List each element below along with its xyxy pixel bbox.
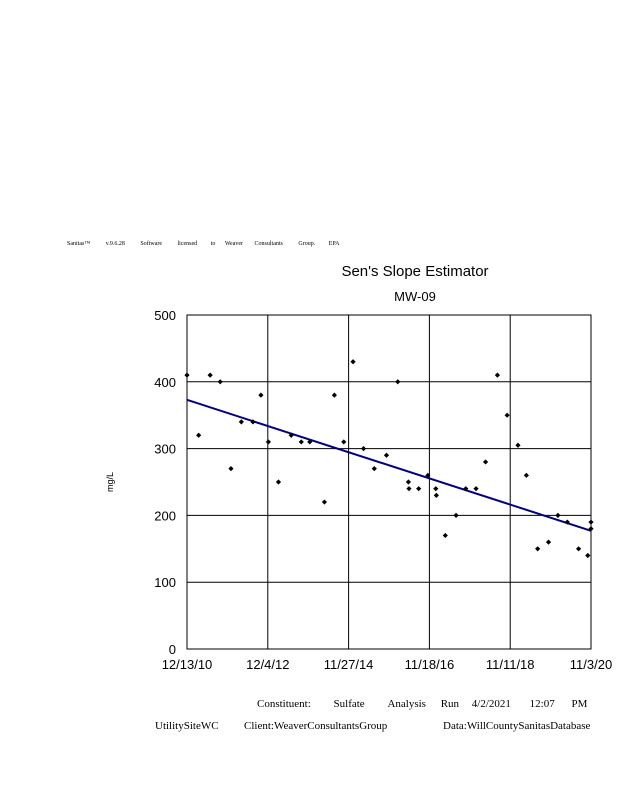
data-point [217,379,223,385]
footer-client: Client:WeaverConsultantsGroup [244,720,388,732]
y-tick-label: 500 [154,308,176,323]
footer-data-source: Data:WillCountySanitasDatabase [443,720,591,732]
data-point [588,519,594,525]
banner-word: EPA [328,241,340,247]
x-tick-label: 11/11/18 [486,657,535,672]
data-point [298,439,304,445]
data-point [395,379,401,385]
trend-line [186,398,592,532]
footer-site: UtilitySiteWC [155,720,219,732]
license-banner: Sanitas™ v.9.6.28 Software licensed to W… [67,241,340,247]
data-point [228,466,234,472]
data-point [585,552,591,559]
data-point [238,419,244,425]
data-point [184,372,190,378]
y-tick-label: 100 [154,575,176,590]
footer-constituent-label: Constituent: [257,698,311,710]
y-tick-label: 400 [154,375,176,390]
data-point [453,512,459,518]
chart-title: Sen's Slope Estimator [341,263,489,280]
banner-word: Weaver [224,241,244,247]
data-point [555,512,561,518]
chart-subtitle: MW-09 [394,289,436,304]
data-point [442,532,448,539]
banner-word: to [210,241,216,247]
footer-run-ampm: PM [571,698,588,710]
data-point [588,526,594,532]
data-point [535,546,541,552]
data-point [196,432,202,438]
x-tick-label: 12/13/10 [162,657,213,672]
footer-run-label: Run [440,698,460,710]
data-point [482,459,489,465]
banner-word: licensed [177,241,198,247]
footer-analysis-label: Analysis [387,698,426,710]
data-point [371,466,377,472]
data-point [265,439,272,445]
data-point [433,492,439,498]
data-point [564,519,570,525]
data-point [350,359,356,365]
data-point [341,439,347,445]
footer-constituent-value: Sulfate [333,698,365,710]
data-point [515,442,521,448]
data-point [307,439,313,445]
banner-word: v.9.6.28 [105,241,125,247]
y-axis-label: mg/L [105,472,115,492]
footer-run-info: Constituent: Sulfate Analysis Run 4/2/20… [257,698,587,710]
data-point [504,412,510,418]
banner-word: Consultants [254,241,283,247]
data-point [331,392,337,398]
data-point [473,486,479,492]
data-point [288,432,294,438]
footer-run-date: 4/2/2021 [471,698,511,710]
x-tick-label: 12/4/12 [246,657,289,672]
x-tick-label: 11/3/20 [570,657,612,672]
data-point [275,479,282,485]
data-point [416,486,422,492]
data-point [383,452,390,458]
banner-word: Sanitas™ [67,241,91,247]
y-tick-label: 200 [154,508,176,523]
footer-run-time: 12:07 [529,698,555,710]
data-point [433,486,439,492]
data-point [545,539,552,545]
x-tick-label: 11/18/16 [405,657,455,672]
banner-word: Group. [298,241,316,247]
data-point [494,372,501,378]
data-point [360,446,367,452]
plot-frame [186,314,592,650]
data-point [463,486,469,492]
data-point [207,372,213,378]
y-tick-label: 0 [169,642,176,657]
data-point [406,486,412,492]
y-tick-label: 300 [154,442,176,457]
data-point [523,472,529,478]
data-point [321,499,328,505]
data-point [575,546,582,552]
data-point [250,419,256,425]
banner-word: Software [140,241,163,247]
data-point [425,472,431,478]
data-point [258,392,264,398]
x-tick-label: 11/27/14 [324,657,374,672]
data-point [405,479,412,485]
